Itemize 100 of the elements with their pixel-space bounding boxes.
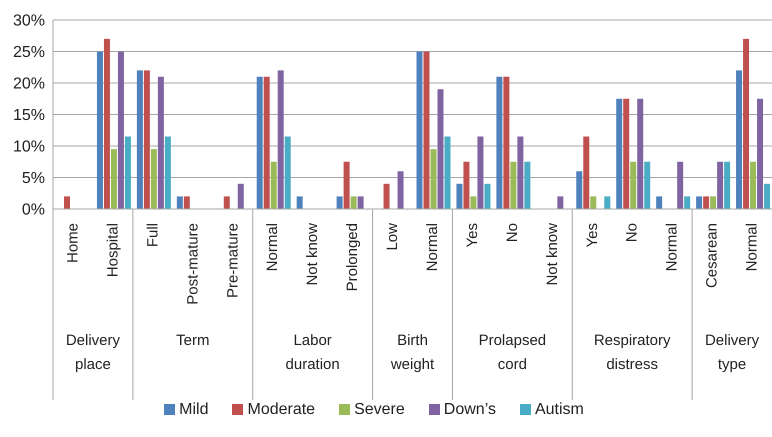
x-tick-label: Normal	[424, 223, 441, 272]
bar	[576, 171, 582, 209]
y-tick-label: 20%	[12, 76, 45, 93]
bar	[270, 162, 277, 209]
bar	[484, 184, 490, 209]
text: Delivery type	[704, 332, 760, 373]
x-tick-label: Yes	[464, 223, 481, 248]
bar	[158, 76, 164, 209]
bar	[764, 184, 770, 209]
bar	[703, 196, 710, 209]
bar	[150, 149, 157, 209]
x-tick-label: Normal	[264, 223, 282, 272]
bar	[416, 52, 422, 209]
text: Birth weight	[390, 332, 436, 373]
legend-label: Mild	[179, 401, 208, 418]
bar	[430, 149, 436, 209]
bar	[477, 136, 484, 209]
x-tick-label: Hospital	[104, 223, 122, 278]
bar	[717, 162, 724, 209]
bar	[350, 196, 357, 209]
legend-label: Down’s	[444, 401, 496, 418]
x-tick-label: Pre-mature	[224, 223, 242, 298]
bar	[616, 98, 622, 209]
bar	[437, 89, 444, 209]
bar	[590, 196, 596, 209]
bar	[118, 52, 124, 209]
bar	[684, 196, 690, 209]
legend-label: Autism	[534, 401, 584, 418]
bar	[517, 136, 524, 209]
text: Prolapsed cord	[478, 332, 546, 373]
y-tick-label: 5%	[22, 170, 45, 188]
y-tick-label: 30%	[12, 12, 45, 30]
bar	[736, 70, 742, 209]
bar	[470, 196, 476, 209]
bar	[358, 196, 364, 209]
bar	[336, 196, 343, 209]
text: Term	[176, 332, 210, 349]
x-tick-label: Prolonged	[344, 223, 362, 292]
bar	[164, 136, 171, 209]
bar	[238, 184, 244, 209]
text: Respiratory distress	[594, 332, 672, 373]
y-tick-label: 0%	[22, 202, 45, 219]
bar	[557, 196, 564, 209]
bar	[176, 196, 183, 209]
bar	[278, 70, 284, 209]
y-tick-label: 15%	[12, 107, 45, 124]
bar	[284, 136, 291, 209]
x-tick-label: No	[624, 223, 641, 242]
bar	[743, 38, 750, 209]
bar	[96, 52, 103, 209]
bar	[184, 196, 190, 209]
bar	[750, 162, 756, 209]
bar	[630, 162, 636, 209]
bar	[510, 162, 516, 209]
bar	[496, 76, 502, 209]
bar	[398, 171, 404, 209]
bar	[110, 149, 117, 209]
bar	[444, 136, 450, 209]
x-tick-label: Not know	[304, 222, 322, 286]
bar	[256, 76, 263, 209]
text: Delivery place	[66, 332, 121, 373]
bar	[637, 98, 644, 209]
x-tick-label: Post-mature	[184, 223, 202, 305]
bar	[757, 98, 764, 209]
x-tick-label: Normal	[744, 223, 761, 272]
text: Labor duration	[286, 332, 340, 373]
x-tick-label: Cesarean	[704, 223, 721, 288]
x-tick-label: Full	[144, 223, 162, 248]
x-tick-label: No	[504, 223, 521, 242]
bar	[677, 162, 684, 209]
x-tick-label: Low	[384, 222, 402, 251]
legend-label: Moderate	[247, 401, 316, 418]
bar	[296, 196, 303, 209]
bar	[623, 98, 630, 209]
x-tick-label: Home	[64, 223, 82, 264]
x-tick-label: Normal	[664, 223, 681, 272]
bar	[384, 184, 390, 209]
bar	[604, 196, 610, 209]
bar	[724, 162, 730, 209]
bar	[583, 136, 590, 209]
bar	[456, 184, 462, 209]
x-tick-label: Yes	[584, 223, 601, 248]
bar	[136, 70, 143, 209]
bar	[503, 76, 510, 209]
bar	[463, 162, 470, 209]
bar	[423, 52, 430, 209]
legend-label: Severe	[354, 401, 405, 418]
bar	[64, 196, 70, 209]
bar	[656, 196, 662, 209]
bar	[524, 162, 530, 209]
bar	[224, 196, 230, 209]
bar	[104, 38, 110, 209]
y-tick-label: 10%	[12, 138, 45, 156]
bar	[124, 136, 131, 209]
y-tick-label: 25%	[12, 44, 45, 62]
x-tick-label: Not know	[544, 222, 561, 286]
bar	[344, 162, 350, 209]
bar	[264, 76, 270, 209]
bar	[144, 70, 150, 209]
bar	[644, 162, 650, 209]
